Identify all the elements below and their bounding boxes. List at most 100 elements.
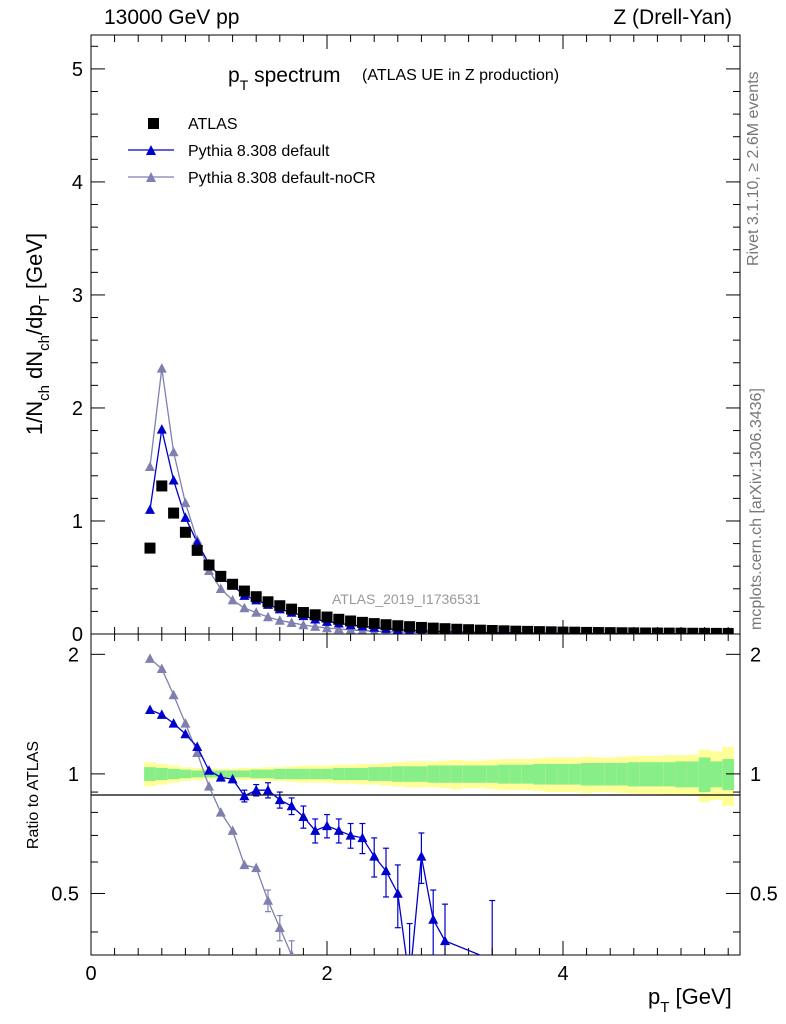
ratio-panel-data (145, 653, 496, 955)
data-point-atlas (486, 624, 498, 634)
ratio-data-point-triangle (145, 704, 155, 715)
ratio-stat-uncertainty-band (639, 762, 652, 787)
ratio-data-point-triangle (192, 741, 203, 752)
data-point-triangle (322, 622, 332, 633)
ratio-stat-uncertainty-band (391, 766, 404, 782)
ratio-data-point-triangle (369, 851, 380, 861)
ratio-data-point-triangle (192, 747, 203, 758)
data-point-triangle (251, 607, 262, 617)
data-point-atlas (274, 600, 286, 612)
ratio-stat-uncertainty-band (686, 761, 699, 788)
data-point-triangle (180, 497, 191, 508)
ratio-data-point-triangle (239, 790, 250, 801)
ratio-data-point-triangle (215, 772, 226, 782)
ratio-stat-uncertainty-band (332, 767, 345, 781)
data-point-atlas (179, 526, 191, 538)
x-tick-label: 0 (85, 963, 96, 985)
legend: ATLAS Pythia 8.308 default Pythia 8.308 … (128, 116, 376, 187)
ratio-data-point-triangle (274, 794, 285, 805)
data-point-atlas (675, 627, 687, 634)
ratio-data-point-triangle (263, 895, 273, 905)
data-point-atlas (415, 621, 427, 633)
data-point-triangle (310, 621, 321, 631)
ratio-stat-uncertainty-band (403, 766, 416, 782)
ratio-stat-uncertainty-band (509, 764, 522, 784)
top-y-axis-label: 1/Nch dNch/dpT [GeV] (22, 233, 53, 435)
ratio-stat-uncertainty-band (545, 763, 558, 785)
ratio-stat-uncertainty-band (179, 769, 192, 779)
ratio-stat-uncertainty-band (321, 768, 333, 780)
ratio-stat-uncertainty-band (698, 757, 711, 793)
data-point-triangle (180, 512, 191, 522)
data-point-atlas (333, 613, 345, 625)
ratio-stat-uncertainty-band (191, 770, 204, 778)
ratio-y-tick-label-left: 0.5 (51, 883, 79, 905)
ratio-series-line (149, 658, 293, 955)
data-point-atlas (156, 480, 168, 492)
ratio-stat-uncertainty-band (486, 765, 499, 783)
data-point-triangle (145, 504, 155, 514)
data-point-triangle (215, 583, 226, 594)
ratio-stat-uncertainty-band (273, 768, 286, 780)
data-point-atlas (215, 570, 227, 582)
ratio-data-point-triangle (168, 689, 179, 700)
ratio-y-tick-label-left: 1 (68, 764, 79, 786)
legend-label-default: Pythia 8.308 default (188, 143, 330, 160)
ratio-stat-uncertainty-band (167, 768, 180, 780)
ratio-stat-uncertainty-band (250, 769, 263, 779)
ratio-data-point-triangle (204, 765, 214, 775)
ratio-data-point-triangle (204, 781, 214, 791)
data-point-atlas (286, 603, 298, 615)
data-point-triangle (168, 475, 179, 485)
ratio-data-point-triangle (392, 888, 403, 898)
y-tick-label: 3 (72, 285, 83, 307)
data-point-triangle (345, 624, 356, 634)
ratio-data-point-triangle (440, 935, 450, 946)
ratio-stat-uncertainty-band (521, 764, 534, 784)
data-point-triangle (333, 623, 344, 634)
ratio-stat-uncertainty-band (557, 763, 569, 785)
ratio-data-point-triangle (251, 784, 262, 795)
legend-marker-default (146, 145, 156, 155)
data-point-triangle (156, 424, 167, 434)
ratio-stat-uncertainty-band (297, 768, 310, 780)
y-tick-label: 1 (72, 511, 83, 533)
ratio-data-point-triangle (180, 718, 191, 728)
ratio-stat-uncertainty-band (498, 764, 510, 784)
data-point-triangle (239, 602, 250, 613)
ratio-data-point-triangle (492, 954, 493, 955)
data-point-atlas (498, 625, 510, 634)
ratio-stat-uncertainty-band (722, 759, 735, 791)
ratio-data-point-triangle (156, 709, 167, 719)
data-point-atlas (439, 623, 451, 634)
ratio-stat-uncertainty-band (368, 767, 381, 781)
data-point-atlas (321, 611, 333, 623)
legend-label-atlas: ATLAS (188, 116, 238, 133)
top-panel-data (144, 363, 734, 634)
data-point-triangle (263, 611, 273, 622)
data-point-atlas (345, 615, 357, 627)
data-point-atlas (392, 620, 404, 632)
x-tick-label: 4 (557, 963, 568, 985)
ratio-panel-ticks: 0.5 0.5 1 1 2 2 0 2 4 (51, 634, 778, 985)
ratio-stat-uncertainty-band (462, 765, 475, 783)
data-point-atlas (557, 626, 569, 634)
ratio-stat-uncertainty-band (592, 763, 605, 786)
ratio-stat-uncertainty-band (285, 768, 298, 780)
data-point-atlas (510, 625, 522, 634)
data-point-atlas (651, 627, 663, 634)
data-point-atlas (144, 542, 156, 554)
ratio-stat-uncertainty-band (262, 769, 274, 779)
data-point-atlas (368, 618, 380, 630)
data-point-atlas (533, 626, 545, 634)
ratio-data-point-triangle (180, 728, 191, 739)
ratio-stat-uncertainty-band (710, 761, 723, 788)
data-point-atlas (404, 621, 416, 633)
data-point-atlas (238, 585, 250, 597)
ratio-data-point-triangle (251, 862, 262, 873)
plot-title: pT spectrum (228, 64, 340, 93)
ratio-data-point-triangle (215, 807, 226, 817)
x-axis-label: pT [GeV] (648, 984, 732, 1016)
ratio-stat-uncertainty-band (144, 767, 156, 781)
